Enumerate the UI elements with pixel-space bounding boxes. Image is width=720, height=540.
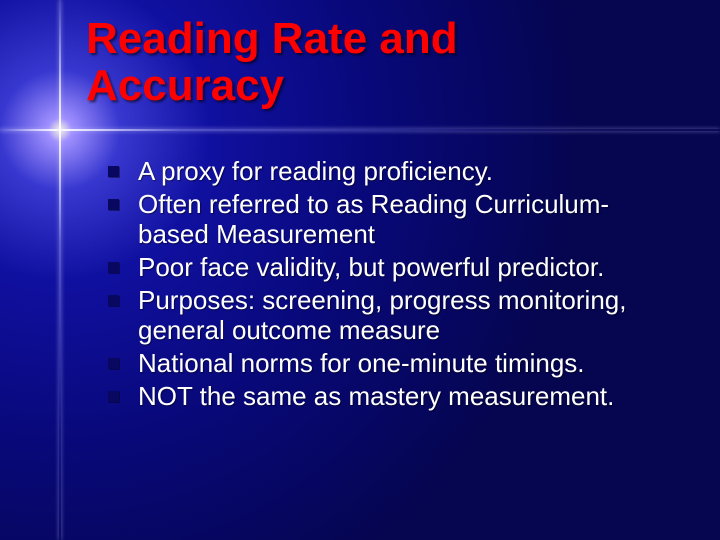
slide-title: Reading Rate and Accuracy (86, 16, 660, 109)
bullet-text: NOT the same as mastery measurement. (138, 381, 614, 411)
bullet-text: A proxy for reading proficiency. (138, 156, 493, 186)
list-item: Poor face validity, but powerful predict… (108, 252, 660, 283)
lens-flare-vertical (59, 0, 61, 540)
lens-flare-horizontal (0, 129, 720, 131)
slide: Reading Rate and Accuracy A proxy for re… (0, 0, 720, 540)
list-item: NOT the same as mastery measurement. (108, 381, 660, 412)
list-item: National norms for one-minute timings. (108, 348, 660, 379)
bullet-text: National norms for one-minute timings. (138, 348, 585, 378)
bullet-text: Purposes: screening, progress monitoring… (138, 285, 626, 346)
list-item: Purposes: screening, progress monitoring… (108, 285, 660, 346)
bullet-text: Poor face validity, but powerful predict… (138, 252, 604, 282)
list-item: A proxy for reading proficiency. (108, 156, 660, 187)
list-item: Often referred to as Reading Curriculum-… (108, 189, 660, 250)
bullet-list: A proxy for reading proficiency. Often r… (108, 156, 660, 413)
bullet-text: Often referred to as Reading Curriculum-… (138, 189, 609, 250)
